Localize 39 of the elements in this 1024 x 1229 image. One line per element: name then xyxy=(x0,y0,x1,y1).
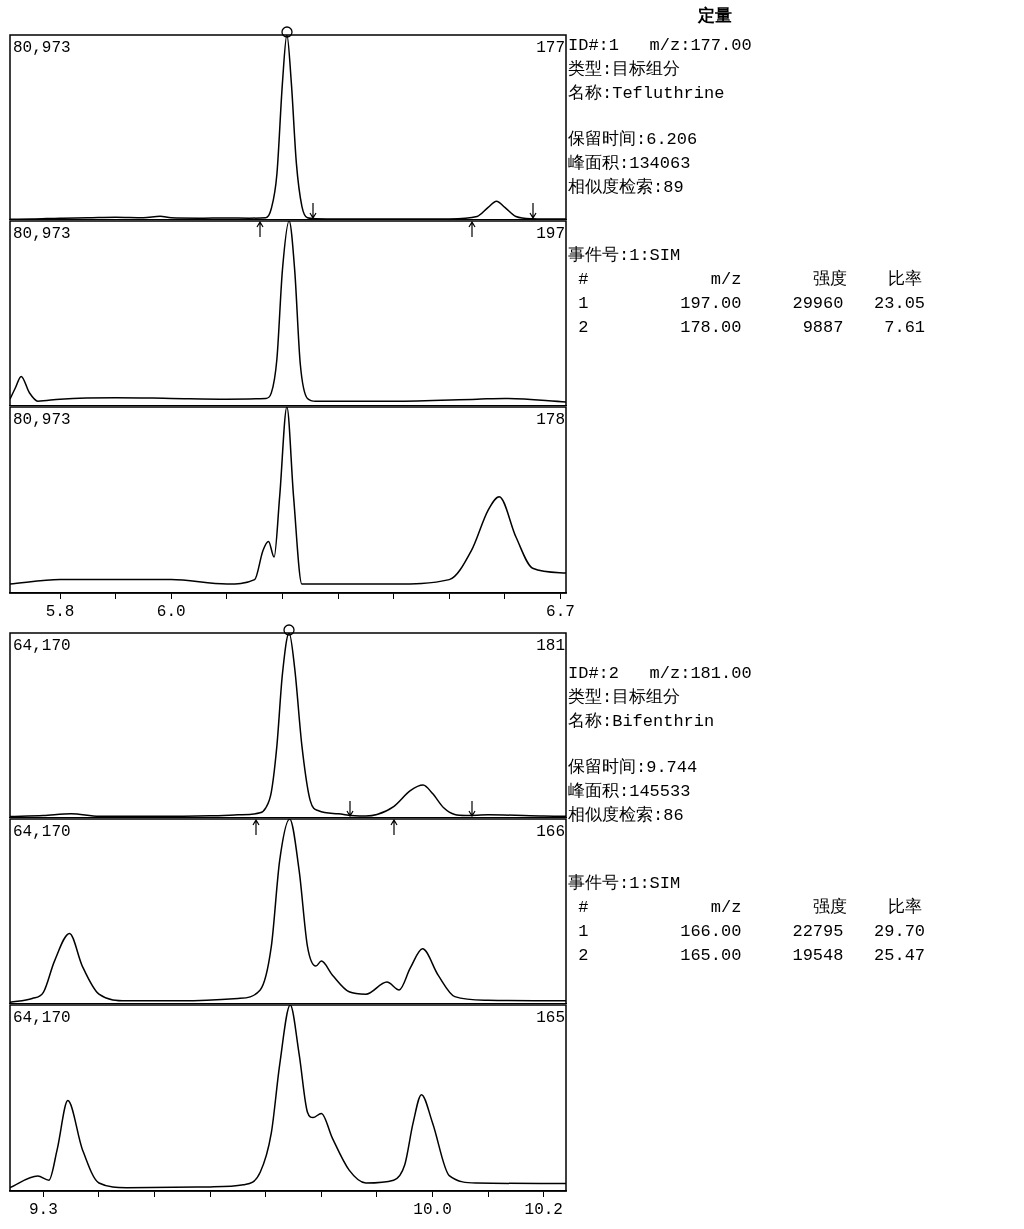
text: 名称:Tefluthrine xyxy=(568,83,726,105)
x-tick-label: 10.2 xyxy=(524,1200,563,1219)
text: 类型:目标组分 xyxy=(568,687,682,709)
text: 定量 xyxy=(698,5,733,28)
x-tick-label: 6.0 xyxy=(156,602,186,621)
text: 2 165.00 19548 25.47 xyxy=(577,945,927,967)
x-tick-label: 10.0 xyxy=(413,1200,452,1219)
text: 相似度检索:89 xyxy=(568,176,685,199)
text: 事件号:1:SIM xyxy=(568,245,682,267)
x-tick-label: 5.8 xyxy=(45,602,75,621)
text: 保留时间:9.744 xyxy=(568,757,699,779)
text: # m/z 强度 比率 xyxy=(577,896,923,919)
text: # m/z 强度 比率 xyxy=(577,268,923,291)
annotation: 80,973 xyxy=(13,39,71,58)
annotation: 64,170 xyxy=(13,823,71,842)
text: 峰面积:134063 xyxy=(568,153,692,175)
text: ID#:2 m/z:181.00 xyxy=(568,663,753,685)
annotation: 80,973 xyxy=(13,225,71,244)
text: 保留时间:6.206 xyxy=(568,129,699,151)
text: 181 xyxy=(536,637,565,656)
annotation: 64,170 xyxy=(13,1009,71,1028)
text: 177 xyxy=(536,39,565,58)
text: 相似度检索:86 xyxy=(568,804,685,827)
text: 类型:目标组分 xyxy=(568,59,682,81)
annotation: 64,170 xyxy=(13,637,71,656)
x-tick-label: 9.3 xyxy=(28,1200,58,1219)
text: 165 xyxy=(536,1009,565,1028)
text: 2 178.00 9887 7.61 xyxy=(577,317,927,339)
text: 峰面积:145533 xyxy=(568,781,692,803)
text: 197 xyxy=(536,225,565,244)
annotation: 80,973 xyxy=(13,411,71,430)
text: ID#:1 m/z:177.00 xyxy=(568,35,753,57)
text: 事件号:1:SIM xyxy=(568,873,682,895)
text: 1 197.00 29960 23.05 xyxy=(577,293,927,315)
text: 1 166.00 22795 29.70 xyxy=(577,921,927,943)
x-tick-label: 6.7 xyxy=(546,602,575,621)
text: 178 xyxy=(536,411,565,430)
text: 名称:Bifenthrin xyxy=(568,711,716,733)
text: 166 xyxy=(536,823,565,842)
